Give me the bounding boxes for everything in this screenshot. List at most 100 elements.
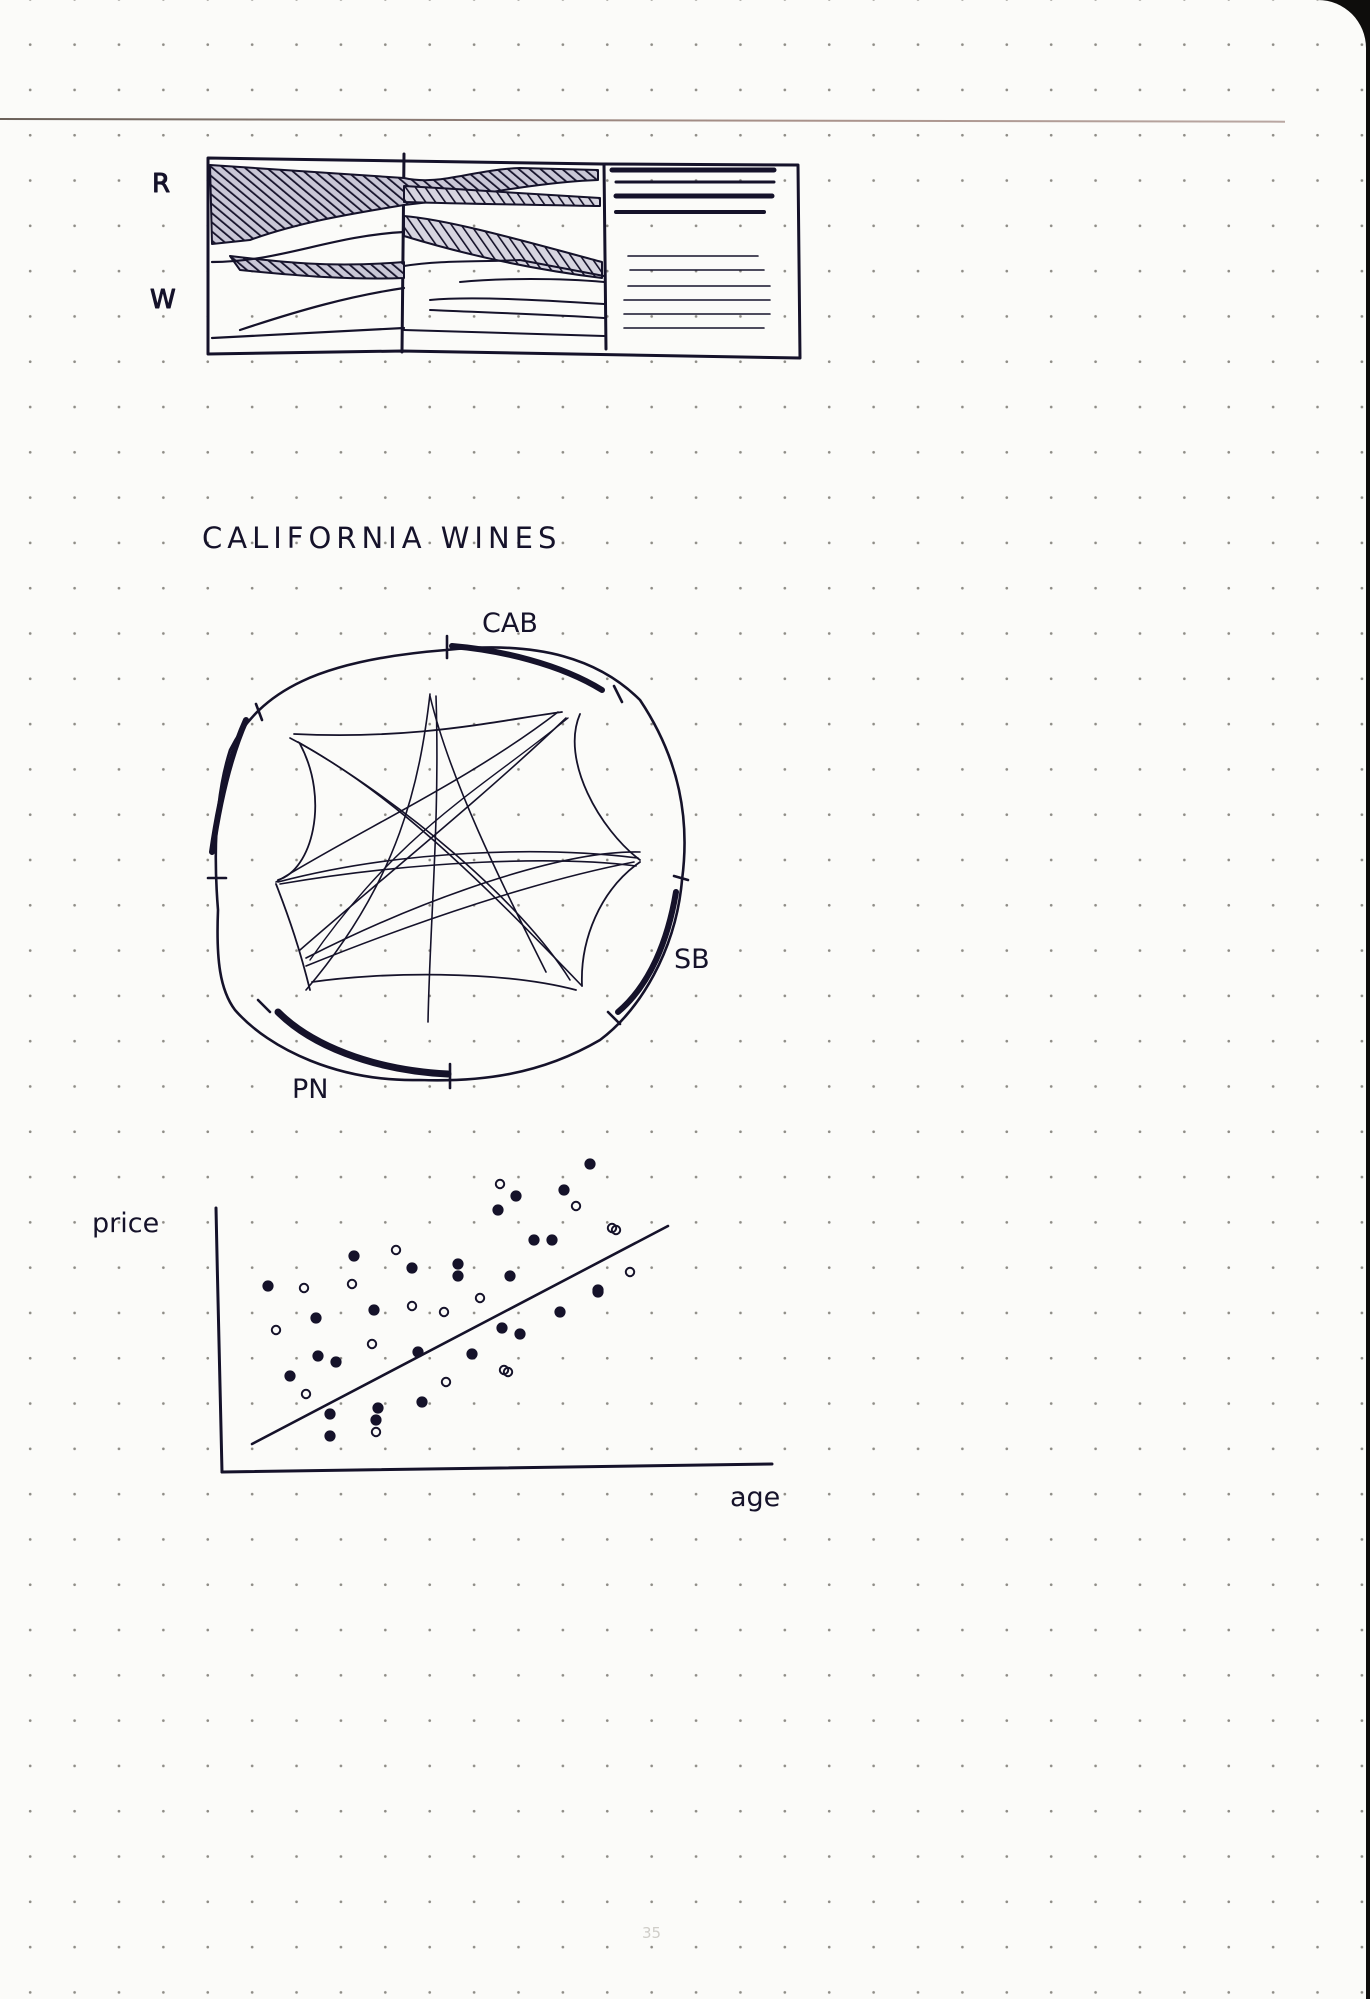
alluvial-sketch: R W (150, 152, 802, 360)
scatter-point (440, 1376, 452, 1388)
scatter-point (416, 1396, 428, 1408)
scatter-points (262, 1158, 636, 1442)
flow-red-lower (229, 255, 405, 280)
scatter-point (370, 1426, 382, 1438)
tick-3 (254, 702, 264, 722)
row-label-w: W (150, 285, 176, 315)
scatter-point (372, 1402, 384, 1414)
chord-x7 (429, 695, 547, 973)
x-axis (220, 1462, 774, 1474)
chord-x11 (305, 851, 641, 959)
arc-sb (615, 889, 679, 1015)
scatter-point (492, 1204, 504, 1216)
scatter-point (592, 1284, 604, 1296)
scatter-point (324, 1408, 336, 1420)
flow-white-7 (429, 309, 605, 319)
segment-label-sb: SB (674, 944, 710, 975)
axis-divider-2 (602, 162, 608, 351)
chord-lower-right (581, 861, 641, 987)
scatter-point (474, 1292, 486, 1304)
alluvial-frame (206, 156, 802, 360)
scatter-point (346, 1278, 358, 1290)
scatter-point (270, 1324, 282, 1336)
chord-x3 (275, 711, 559, 883)
chord-lower-left (275, 883, 311, 991)
y-axis (214, 1206, 224, 1474)
chord-circle (214, 646, 686, 1082)
chord-sketch (206, 634, 690, 1090)
scatter-point (528, 1234, 540, 1246)
scatter-point (514, 1328, 526, 1340)
chord-title: CALIFORNIA WINES (202, 521, 561, 555)
scatter-point (412, 1346, 424, 1358)
scatter-point (348, 1250, 360, 1262)
chord-right (573, 713, 641, 861)
flow-white-6 (429, 297, 605, 305)
scatter-point (496, 1322, 508, 1334)
chord-top (293, 711, 563, 736)
chord-x1 (289, 737, 583, 987)
flow-white-3 (210, 326, 406, 340)
scatter-point (494, 1178, 506, 1190)
y-axis-label: price (92, 1208, 159, 1239)
segment-label-pn: PN (292, 1074, 328, 1105)
flow-white-8 (403, 329, 605, 337)
tick-7 (256, 998, 272, 1014)
scatter-point (312, 1350, 324, 1362)
scatter-sketch (214, 1158, 774, 1474)
scatter-point (300, 1388, 312, 1400)
chord-x9 (279, 860, 637, 885)
chord-x5 (305, 693, 431, 991)
scatter-point (452, 1258, 464, 1270)
trend-line (250, 1224, 670, 1446)
tick-2 (612, 684, 624, 704)
scatter-point (504, 1270, 516, 1282)
flow-red-col2b (403, 185, 601, 207)
flow-white-5 (459, 278, 605, 283)
scatter-point (366, 1338, 378, 1350)
scatter-point (610, 1224, 622, 1236)
tick-5 (672, 874, 690, 882)
scatter-point (438, 1306, 450, 1318)
scatter-point (368, 1304, 380, 1316)
x-axis-label: age (730, 1482, 780, 1513)
chord-x6 (427, 695, 438, 1023)
scatter-point (466, 1348, 478, 1360)
scatter-point (502, 1366, 514, 1378)
scatter-point (324, 1430, 336, 1442)
chord-x2 (297, 741, 571, 981)
flow-white-4 (403, 259, 605, 277)
row-label-r: R (152, 169, 170, 199)
chord-x12 (309, 717, 569, 961)
arc-left (209, 717, 249, 855)
scatter-point (390, 1244, 402, 1256)
arc-pn (274, 1008, 452, 1078)
scatter-point (554, 1306, 566, 1318)
segment-label-cab: CAB (482, 608, 538, 639)
scatter-point (510, 1190, 522, 1202)
flow-white-1 (210, 230, 406, 264)
chord-x10 (305, 861, 635, 967)
scatter-point (298, 1282, 310, 1294)
scatter-point (406, 1262, 418, 1274)
scatter-point (284, 1370, 296, 1382)
scatter-point (546, 1234, 558, 1246)
scatter-point (406, 1300, 418, 1312)
scatter-point (310, 1312, 322, 1324)
flow-white-2 (238, 286, 406, 332)
scatter-point (558, 1184, 570, 1196)
chord-x4 (299, 717, 567, 951)
scatter-point (584, 1158, 596, 1170)
scatter-point (624, 1266, 636, 1278)
scatter-point (570, 1200, 582, 1212)
scatter-point (262, 1280, 274, 1292)
arc-cab (449, 643, 605, 693)
tick-6 (606, 1010, 622, 1026)
scatter-point (330, 1356, 342, 1368)
scatter-point (452, 1270, 464, 1282)
chord-bottom (311, 973, 577, 991)
page-number: 35 (642, 1924, 662, 1942)
scatter-point (370, 1414, 382, 1426)
chord-left (277, 743, 317, 881)
